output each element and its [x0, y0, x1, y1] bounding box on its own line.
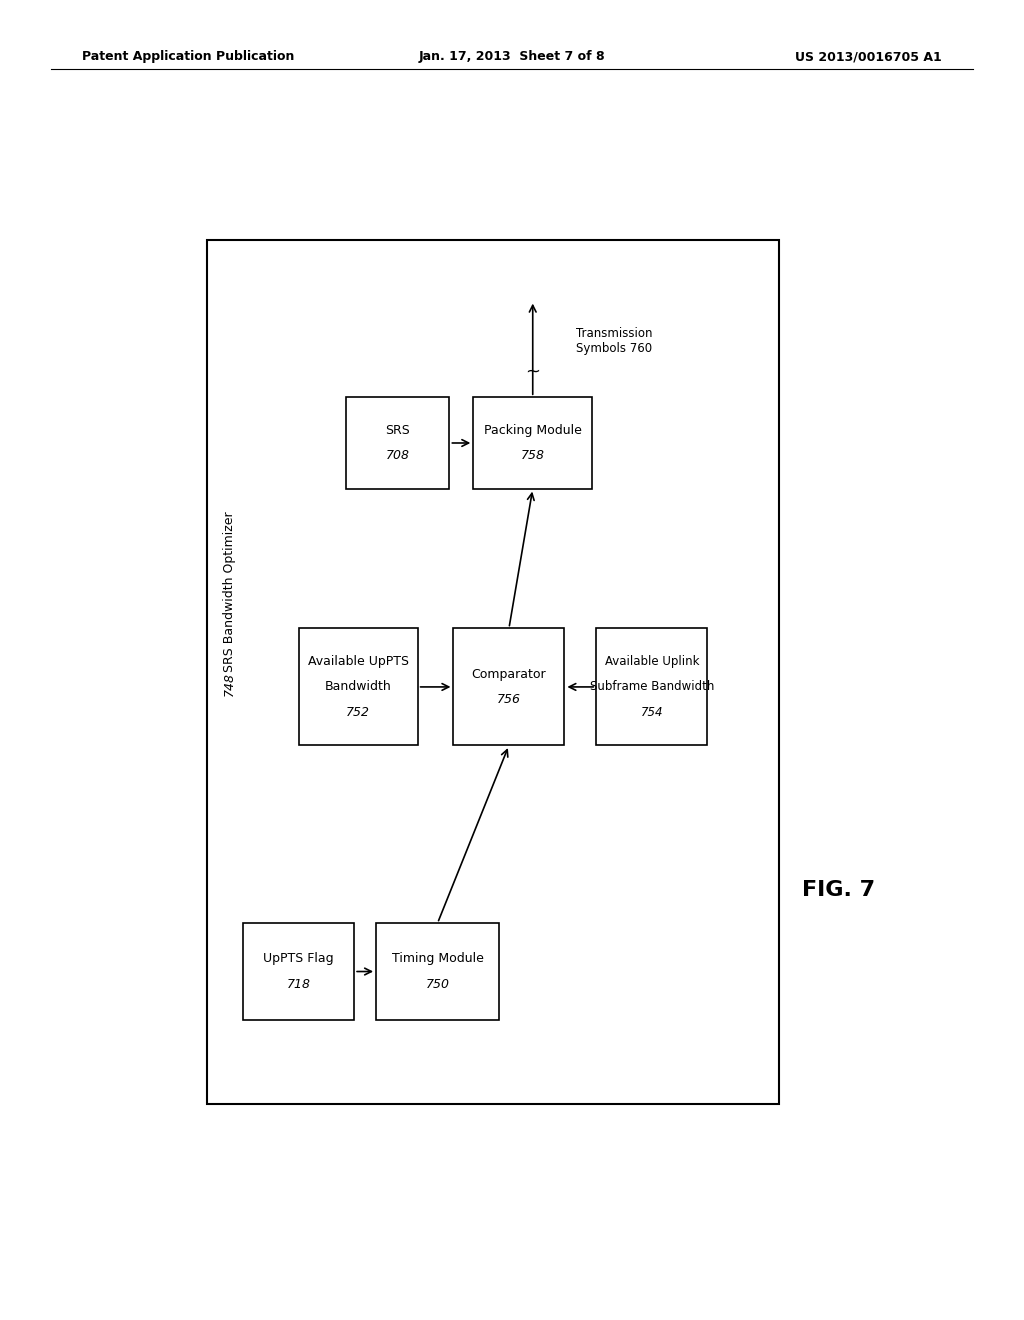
- Text: SRS Bandwidth Optimizer: SRS Bandwidth Optimizer: [223, 511, 237, 672]
- Text: Subframe Bandwidth: Subframe Bandwidth: [590, 680, 714, 693]
- Text: ~: ~: [525, 363, 541, 381]
- Bar: [596, 628, 708, 746]
- Text: Available Uplink: Available Uplink: [604, 655, 699, 668]
- Text: Jan. 17, 2013  Sheet 7 of 8: Jan. 17, 2013 Sheet 7 of 8: [419, 50, 605, 63]
- Text: Comparator: Comparator: [472, 668, 546, 681]
- Text: 750: 750: [426, 978, 450, 991]
- Text: 752: 752: [346, 706, 370, 719]
- Bar: [473, 397, 592, 488]
- Text: UpPTS Flag: UpPTS Flag: [263, 952, 334, 965]
- Text: SRS: SRS: [385, 424, 411, 437]
- Bar: [207, 240, 778, 1104]
- Text: Timing Module: Timing Module: [391, 952, 483, 965]
- Text: 758: 758: [521, 449, 545, 462]
- Bar: [346, 397, 450, 488]
- Text: Transmission
Symbols 760: Transmission Symbols 760: [577, 327, 653, 355]
- Text: 754: 754: [641, 706, 663, 719]
- Bar: [454, 628, 564, 746]
- Text: 748: 748: [223, 672, 237, 696]
- Text: FIG. 7: FIG. 7: [802, 880, 874, 900]
- Bar: [243, 923, 354, 1020]
- Text: US 2013/0016705 A1: US 2013/0016705 A1: [796, 50, 942, 63]
- Text: Packing Module: Packing Module: [483, 424, 582, 437]
- Bar: [376, 923, 499, 1020]
- Bar: [299, 628, 418, 746]
- Text: 718: 718: [287, 978, 310, 991]
- Text: 708: 708: [386, 449, 410, 462]
- Text: Bandwidth: Bandwidth: [325, 680, 391, 693]
- Text: 756: 756: [497, 693, 521, 706]
- Text: Available UpPTS: Available UpPTS: [307, 655, 409, 668]
- Text: Patent Application Publication: Patent Application Publication: [82, 50, 294, 63]
